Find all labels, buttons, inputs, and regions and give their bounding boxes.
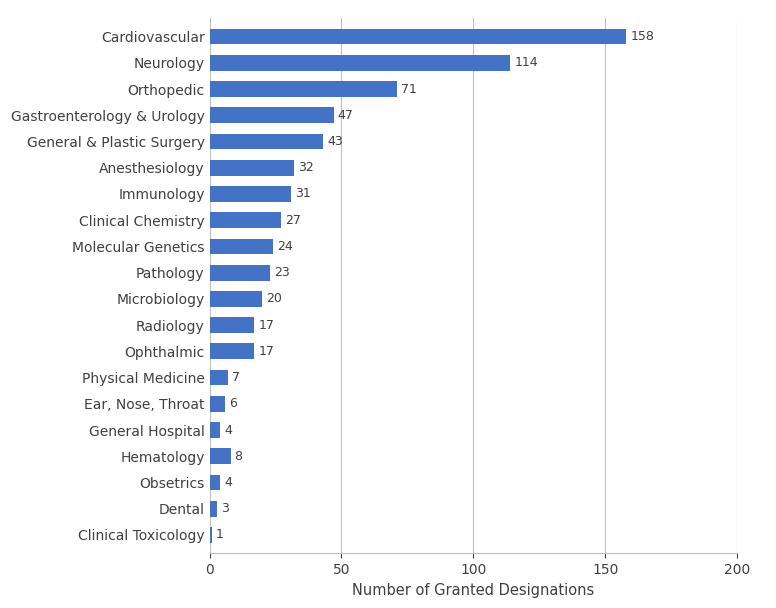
Text: 3: 3 xyxy=(221,502,229,515)
Bar xyxy=(210,475,220,490)
Text: 17: 17 xyxy=(258,319,274,331)
Text: 31: 31 xyxy=(295,187,311,201)
Text: 24: 24 xyxy=(277,240,293,253)
Bar xyxy=(210,317,255,333)
Bar xyxy=(210,422,220,438)
Text: 7: 7 xyxy=(232,371,240,384)
Text: 17: 17 xyxy=(258,345,274,358)
Bar xyxy=(210,448,230,464)
Bar xyxy=(210,238,273,254)
Bar xyxy=(210,501,217,517)
Bar xyxy=(210,186,291,202)
Text: 1: 1 xyxy=(216,528,224,541)
Bar xyxy=(210,396,225,412)
Text: 27: 27 xyxy=(285,213,300,227)
Text: 158: 158 xyxy=(630,30,654,43)
Text: 4: 4 xyxy=(224,476,232,489)
X-axis label: Number of Granted Designations: Number of Granted Designations xyxy=(352,582,594,598)
Text: 47: 47 xyxy=(338,109,353,122)
Bar xyxy=(210,344,255,359)
Bar xyxy=(210,160,294,176)
Bar xyxy=(210,527,212,543)
Bar xyxy=(210,55,511,71)
Bar xyxy=(210,291,262,307)
Text: 23: 23 xyxy=(274,266,290,279)
Text: 43: 43 xyxy=(327,135,343,148)
Bar xyxy=(210,212,281,228)
Bar xyxy=(210,108,334,123)
Text: 20: 20 xyxy=(266,292,282,305)
Bar xyxy=(210,370,228,385)
Bar xyxy=(210,264,270,280)
Text: 6: 6 xyxy=(230,397,237,410)
Text: 8: 8 xyxy=(234,450,243,463)
Text: 114: 114 xyxy=(514,57,538,69)
Bar xyxy=(210,81,397,97)
Bar xyxy=(210,134,323,150)
Text: 32: 32 xyxy=(298,161,314,174)
Bar xyxy=(210,29,626,44)
Text: 4: 4 xyxy=(224,424,232,437)
Text: 71: 71 xyxy=(400,83,417,95)
